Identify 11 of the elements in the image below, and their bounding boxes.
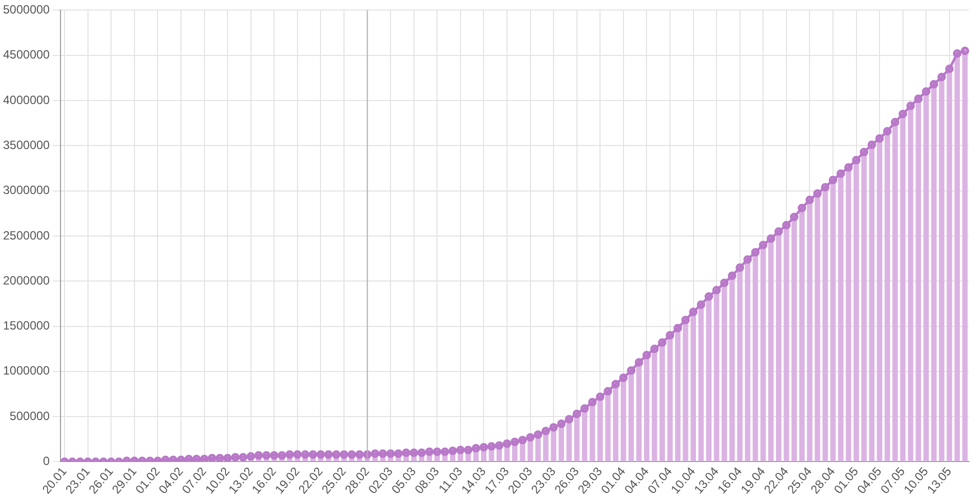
y-tick-label: 3500000 <box>3 138 50 152</box>
y-tick-label: 1500000 <box>3 318 50 333</box>
y-tick-label: 4000000 <box>3 92 50 107</box>
y-tick-label: 1000000 <box>3 364 50 378</box>
y-tick-label: 4500000 <box>3 48 50 62</box>
y-tick-label: 5000000 <box>3 2 50 17</box>
y-tick-label: 3000000 <box>3 183 50 198</box>
y-tick-label: 0 <box>43 454 50 468</box>
y-tick-label: 2000000 <box>3 273 50 288</box>
y-tick-label: 500000 <box>10 408 50 423</box>
y-tick-label: 2500000 <box>3 228 50 242</box>
